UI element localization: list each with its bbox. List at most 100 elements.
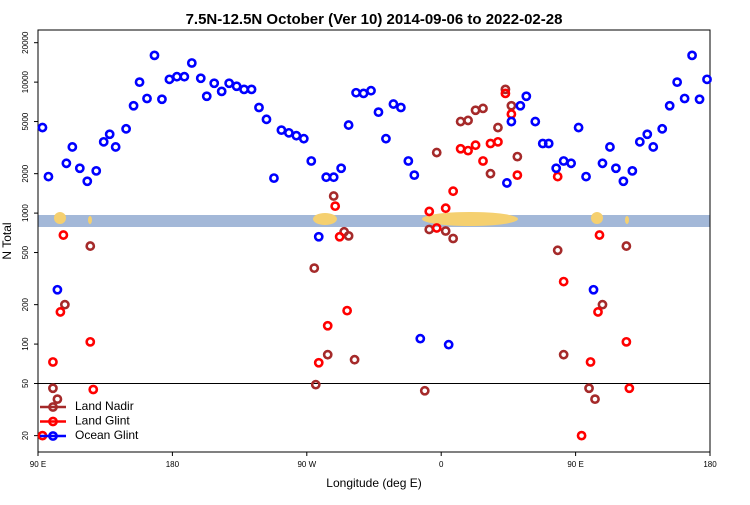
- point: [493, 136, 503, 147]
- point: [306, 156, 317, 166]
- point: [648, 142, 659, 152]
- point: [506, 116, 517, 127]
- point: [110, 142, 121, 152]
- point: [590, 394, 600, 405]
- y-tick-label: 1000: [21, 204, 30, 222]
- point: [85, 336, 96, 347]
- point: [121, 123, 132, 134]
- legend-marker: [48, 416, 58, 427]
- x-tick-label: 0: [439, 460, 444, 469]
- point: [128, 100, 139, 111]
- point: [395, 102, 406, 113]
- point: [634, 136, 645, 147]
- x-tick-label: 180: [703, 460, 717, 469]
- point: [43, 171, 54, 182]
- point: [493, 122, 503, 133]
- point: [558, 276, 569, 287]
- point: [313, 357, 324, 368]
- y-axis-label: N Total: [0, 222, 14, 259]
- point: [373, 107, 384, 118]
- point: [679, 93, 690, 104]
- point: [82, 176, 93, 187]
- point: [448, 186, 459, 197]
- point: [134, 77, 145, 88]
- y-tick-label: 50: [21, 379, 30, 388]
- point: [621, 241, 632, 251]
- point: [415, 333, 426, 344]
- point: [463, 145, 473, 156]
- point: [388, 99, 399, 109]
- x-axis-label: Longitude (deg E): [326, 476, 421, 490]
- point: [61, 158, 72, 169]
- point: [627, 165, 638, 176]
- point: [343, 120, 354, 130]
- point: [543, 138, 554, 149]
- point: [530, 116, 541, 127]
- point: [478, 103, 488, 114]
- map-land: [88, 216, 92, 224]
- point: [216, 86, 227, 97]
- map-land: [313, 213, 337, 225]
- point: [322, 349, 333, 360]
- point: [500, 84, 511, 95]
- point: [621, 336, 632, 347]
- point: [478, 156, 488, 166]
- point: [485, 168, 496, 179]
- point: [657, 123, 668, 134]
- point: [593, 307, 603, 317]
- point: [67, 142, 78, 152]
- point: [515, 100, 526, 111]
- point: [419, 385, 430, 396]
- point: [186, 58, 197, 68]
- point: [48, 357, 58, 367]
- point: [309, 263, 320, 274]
- point: [431, 223, 442, 233]
- point: [573, 122, 584, 133]
- y-tick-label: 2000: [21, 164, 30, 182]
- point: [88, 384, 99, 395]
- point: [502, 178, 512, 188]
- point: [328, 172, 339, 183]
- x-tick-label: 90 E: [30, 460, 46, 469]
- point: [336, 163, 347, 174]
- point: [551, 163, 562, 174]
- point: [431, 147, 442, 158]
- point: [55, 307, 66, 317]
- map-land: [422, 212, 518, 226]
- point: [558, 349, 569, 360]
- point: [330, 201, 341, 212]
- point: [443, 339, 454, 350]
- point: [328, 191, 339, 201]
- point: [664, 100, 675, 111]
- point: [209, 78, 220, 89]
- y-tick-label: 200: [21, 297, 30, 311]
- point: [500, 88, 511, 99]
- point: [611, 163, 621, 174]
- point: [424, 206, 435, 217]
- point: [334, 231, 345, 242]
- point: [142, 93, 152, 104]
- point: [342, 305, 353, 316]
- point: [581, 171, 591, 182]
- map-strip: [38, 212, 710, 227]
- chart-title: 7.5N-12.5N October (Ver 10) 2014-09-06 t…: [186, 11, 563, 28]
- point: [463, 115, 473, 126]
- point: [85, 241, 96, 251]
- point: [588, 284, 599, 295]
- y-tick-label: 10000: [21, 70, 30, 93]
- legend-label: Land Glint: [75, 414, 130, 428]
- y-tick-label: 20000: [21, 31, 30, 54]
- point: [179, 71, 190, 82]
- point: [672, 77, 683, 88]
- point: [322, 320, 333, 331]
- point: [584, 383, 594, 394]
- plot-frame: [37, 29, 711, 453]
- point: [104, 129, 115, 140]
- point: [624, 383, 635, 394]
- point: [59, 299, 70, 310]
- point: [585, 357, 596, 367]
- point: [246, 84, 257, 95]
- point: [409, 170, 420, 181]
- y-tick-label: 20: [21, 431, 30, 440]
- point: [149, 50, 160, 61]
